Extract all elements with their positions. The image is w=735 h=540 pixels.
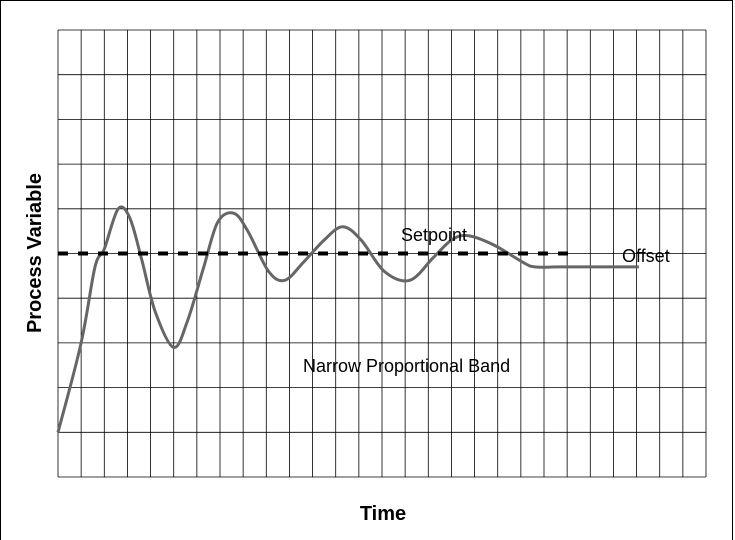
proportional-band-annotation: Narrow Proportional Band xyxy=(303,356,510,376)
y-axis-label: Process Variable xyxy=(24,173,46,333)
x-axis-label: Time xyxy=(360,503,406,525)
series-layer xyxy=(56,205,639,433)
process-variable-line xyxy=(56,205,639,433)
offset-annotation: Offset xyxy=(622,246,670,266)
setpoint-annotation: Setpoint xyxy=(401,225,467,245)
